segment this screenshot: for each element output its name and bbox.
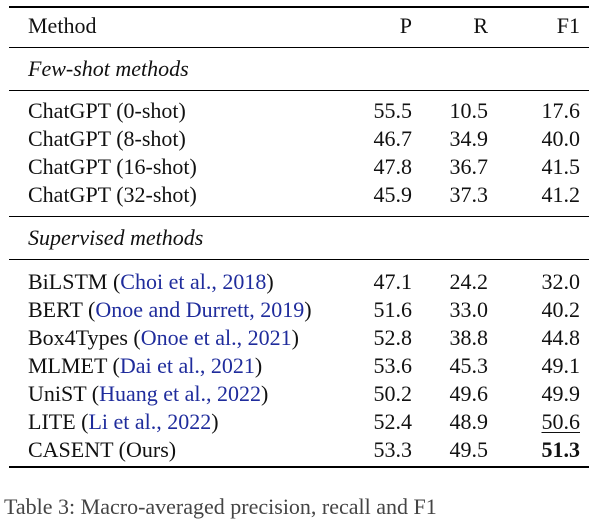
table-row-method: UniST (Huang et al., 2022) — [28, 381, 268, 407]
table-cell-p: 52.8 — [373, 325, 413, 350]
section-title-few-shot: Few-shot methods — [28, 56, 189, 81]
table-row-method: MLMET (Dai et al., 2021) — [28, 353, 262, 379]
table-cell-p: 47.8 — [373, 154, 413, 179]
method-name: MLMET ( — [28, 353, 120, 378]
method-suffix: ) — [266, 269, 274, 294]
method-suffix: ) — [211, 409, 219, 434]
table-row-method: LITE (Li et al., 2022) — [28, 409, 219, 435]
table-cell-r: 33.0 — [449, 297, 489, 322]
header-p: P — [399, 13, 412, 38]
table-cell-f1: 32.0 — [541, 269, 581, 294]
table-cell-f1: 49.9 — [541, 381, 581, 406]
citation-link[interactable]: Onoe and Durrett, 2019 — [95, 297, 305, 322]
table-cell-p: 50.2 — [373, 381, 413, 406]
table-cell-f1: 41.5 — [541, 154, 581, 179]
table-cell-f1: 17.6 — [541, 98, 581, 123]
citation-link[interactable]: Choi et al., 2018 — [120, 269, 267, 294]
table-cell-p: 51.6 — [373, 297, 413, 322]
table-cell-r: 36.7 — [449, 154, 489, 179]
table-row-method: CASENT (Ours) — [28, 437, 177, 462]
table-cell-r: 34.9 — [449, 126, 489, 151]
table-cell-f1-best: 51.3 — [541, 437, 581, 462]
method-suffix: ) — [291, 325, 299, 350]
table-cell-r: 45.3 — [449, 353, 489, 378]
citation-link[interactable]: Li et al., 2022 — [88, 409, 212, 434]
table-cell-f1: 44.8 — [541, 325, 581, 350]
table-cell-f1-second-best: 50.6 — [541, 409, 581, 434]
bottom-rule — [9, 466, 589, 468]
table-cell-r: 49.5 — [449, 437, 489, 462]
table-cell-r: 49.6 — [449, 381, 489, 406]
table-cell-r: 10.5 — [449, 98, 489, 123]
section-divider-rule — [9, 216, 589, 217]
table-row-method: ChatGPT (32-shot) — [28, 182, 197, 207]
method-suffix: ) — [304, 297, 312, 322]
table-cell-f1: 41.2 — [541, 182, 581, 207]
section-title-supervised: Supervised methods — [28, 225, 204, 250]
citation-link[interactable]: Onoe et al., 2021 — [140, 325, 292, 350]
header-rule — [9, 47, 589, 48]
table-row-method: ChatGPT (16-shot) — [28, 154, 197, 179]
table-cell-p: 53.3 — [373, 437, 413, 462]
method-suffix: ) — [254, 353, 263, 378]
method-name: BERT ( — [28, 297, 96, 322]
method-name: UniST ( — [28, 381, 100, 406]
supervised-rule — [9, 259, 589, 260]
table-cell-p: 55.5 — [373, 98, 413, 123]
table-row-method: ChatGPT (8-shot) — [28, 126, 186, 151]
table-row-method: BiLSTM (Choi et al., 2018) — [28, 269, 274, 295]
header-r: R — [473, 13, 488, 38]
table-cell-f1: 49.1 — [541, 353, 581, 378]
header-f1: F1 — [556, 13, 580, 38]
method-name: LITE ( — [28, 409, 89, 434]
table-cell-p: 53.6 — [373, 353, 413, 378]
citation-link[interactable]: Dai et al., 2021 — [119, 353, 255, 378]
table-cell-f1: 40.2 — [541, 297, 581, 322]
method-suffix: ) — [261, 381, 269, 406]
table-caption: Table 3: Macro-averaged precision, recal… — [4, 494, 437, 519]
method-name: BiLSTM ( — [28, 269, 121, 294]
table-row-method: Box4Types (Onoe et al., 2021) — [28, 325, 299, 351]
citation-link[interactable]: Huang et al., 2022 — [99, 381, 262, 406]
table-cell-p: 46.7 — [373, 126, 413, 151]
table-cell-p: 52.4 — [373, 409, 413, 434]
top-rule — [9, 6, 589, 8]
header-method: Method — [28, 13, 97, 38]
table-cell-r: 38.8 — [449, 325, 489, 350]
table-cell-p: 47.1 — [373, 269, 413, 294]
table-cell-p: 45.9 — [373, 182, 413, 207]
table-cell-r: 37.3 — [449, 182, 489, 207]
method-name: Box4Types ( — [28, 325, 141, 350]
table-cell-r: 48.9 — [449, 409, 489, 434]
few-shot-rule — [9, 90, 589, 91]
table-cell-f1: 40.0 — [541, 126, 581, 151]
table-row-method: BERT (Onoe and Durrett, 2019) — [28, 297, 312, 323]
table-row-method: ChatGPT (0-shot) — [28, 98, 186, 123]
table-cell-r: 24.2 — [449, 269, 489, 294]
